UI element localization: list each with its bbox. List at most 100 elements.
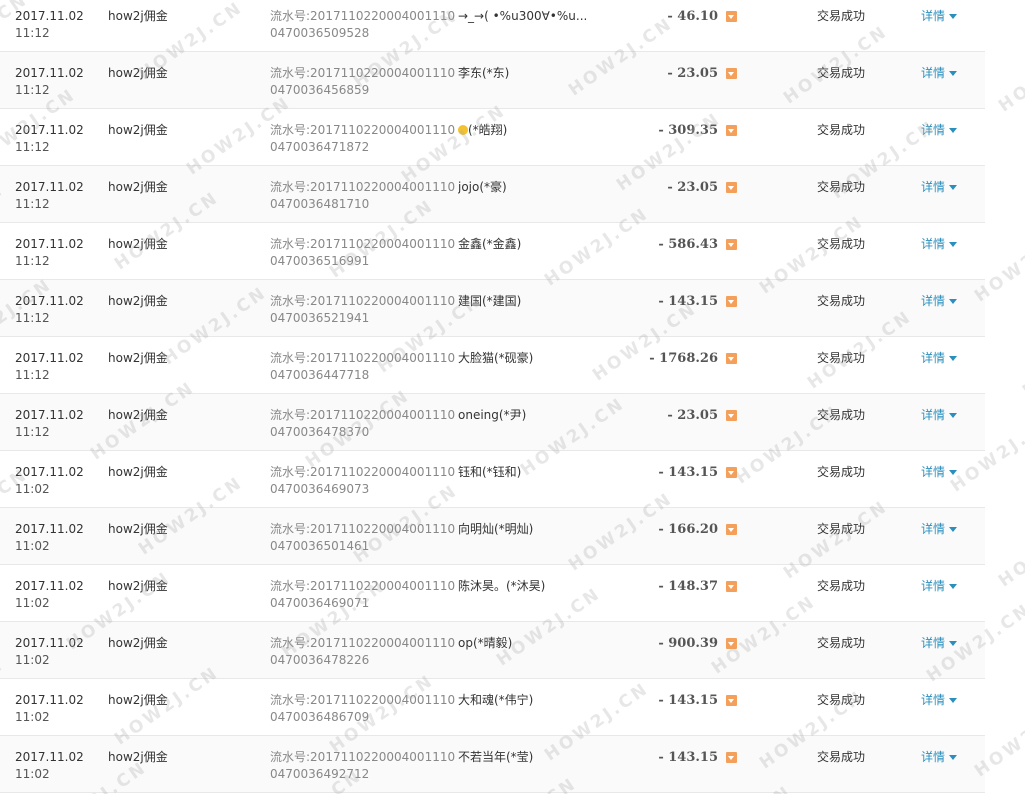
transaction-name: how2j佣金 <box>108 180 168 194</box>
transaction-serial: 流水号:2017110220004001110 0470036509528 <box>270 8 455 42</box>
serial-line-1: 流水号:2017110220004001110 <box>270 693 456 707</box>
detail-link[interactable]: 详情 <box>921 8 958 25</box>
transaction-name: how2j佣金 <box>108 66 168 80</box>
counterparty-name: 陈沐昊。(*沐昊) <box>458 579 546 593</box>
serial-line-2: 0470036478226 <box>270 653 370 667</box>
counterparty: oneing(*尹) <box>458 407 618 424</box>
detail-label: 详情 <box>921 522 946 536</box>
transaction-serial: 流水号:2017110220004001110 0470036486709 <box>270 692 455 726</box>
transaction-name: how2j佣金 <box>108 693 168 707</box>
transaction-name: how2j佣金 <box>108 750 168 764</box>
expand-arrow-icon[interactable] <box>726 467 737 478</box>
transaction-date: 2017.11.02 <box>15 351 84 365</box>
transaction-time: 2017.11.02 11:02 <box>15 749 84 783</box>
expand-arrow-icon[interactable] <box>726 695 737 706</box>
serial-line-1: 流水号:2017110220004001110 <box>270 9 456 23</box>
detail-link[interactable]: 详情 <box>921 65 958 82</box>
expand-arrow-icon[interactable] <box>726 410 737 421</box>
transaction-clock: 11:02 <box>15 596 50 610</box>
transaction-time: 2017.11.02 11:02 <box>15 578 84 612</box>
expand-arrow-icon[interactable] <box>726 524 737 535</box>
expand-arrow-icon[interactable] <box>726 11 737 22</box>
transaction-status: 交易成功 <box>817 351 866 365</box>
transaction-date: 2017.11.02 <box>15 408 84 422</box>
caret-down-icon <box>949 470 958 475</box>
caret-down-icon <box>949 242 958 247</box>
transaction-amount: - 148.37 <box>658 579 718 594</box>
counterparty-name: 大和魂(*伟宁) <box>458 693 534 707</box>
serial-line-1: 流水号:2017110220004001110 <box>270 522 456 536</box>
serial-line-2: 0470036447718 <box>270 368 370 382</box>
detail-link[interactable]: 详情 <box>921 179 958 196</box>
transaction-serial: 流水号:2017110220004001110 0470036478226 <box>270 635 455 669</box>
expand-arrow-icon[interactable] <box>726 125 737 136</box>
expand-arrow-icon[interactable] <box>726 353 737 364</box>
caret-down-icon <box>949 698 958 703</box>
transaction-serial: 流水号:2017110220004001110 0470036516991 <box>270 236 455 270</box>
expand-arrow-icon[interactable] <box>726 638 737 649</box>
detail-label: 详情 <box>921 123 946 137</box>
table-row: 2017.11.02 11:12 how2j佣金 流水号:20171102200040… <box>0 109 985 166</box>
counterparty-name: 不若当年(*莹) <box>458 750 534 764</box>
transaction-date: 2017.11.02 <box>15 522 84 536</box>
transaction-amount: - 1768.26 <box>649 351 718 366</box>
transaction-serial: 流水号:2017110220004001110 0470036492712 <box>270 749 455 783</box>
transaction-name: how2j佣金 <box>108 294 168 308</box>
transaction-amount: - 143.15 <box>658 465 718 480</box>
detail-label: 详情 <box>921 351 946 365</box>
transaction-clock: 11:02 <box>15 710 50 724</box>
transaction-time: 2017.11.02 11:12 <box>15 407 84 441</box>
detail-link[interactable]: 详情 <box>921 293 958 310</box>
transaction-status: 交易成功 <box>817 408 866 422</box>
detail-link[interactable]: 详情 <box>921 749 958 766</box>
table-row: 2017.11.02 11:12 how2j佣金 流水号:20171102200040… <box>0 394 985 451</box>
detail-link[interactable]: 详情 <box>921 635 958 652</box>
serial-line-1: 流水号:2017110220004001110 <box>270 237 456 251</box>
serial-line-2: 0470036486709 <box>270 710 370 724</box>
counterparty: 大和魂(*伟宁) <box>458 692 618 709</box>
counterparty: op(*晴毅) <box>458 635 618 652</box>
watermark-text: HOW2J.CN <box>995 504 1025 592</box>
transaction-date: 2017.11.02 <box>15 123 84 137</box>
transaction-status: 交易成功 <box>817 294 866 308</box>
table-row: 2017.11.02 11:12 how2j佣金 流水号:20171102200040… <box>0 52 985 109</box>
detail-link[interactable]: 详情 <box>921 521 958 538</box>
detail-link[interactable]: 详情 <box>921 122 958 139</box>
transaction-amount: - 23.05 <box>667 408 718 423</box>
transaction-clock: 11:02 <box>15 653 50 667</box>
caret-down-icon <box>949 71 958 76</box>
transaction-clock: 11:12 <box>15 197 50 211</box>
transaction-name: how2j佣金 <box>108 237 168 251</box>
detail-link[interactable]: 详情 <box>921 692 958 709</box>
transaction-status: 交易成功 <box>817 522 866 536</box>
serial-line-1: 流水号:2017110220004001110 <box>270 66 456 80</box>
transaction-status: 交易成功 <box>817 9 866 23</box>
expand-arrow-icon[interactable] <box>726 239 737 250</box>
serial-line-1: 流水号:2017110220004001110 <box>270 351 456 365</box>
counterparty: 不若当年(*莹) <box>458 749 618 766</box>
serial-line-2: 0470036481710 <box>270 197 370 211</box>
detail-link[interactable]: 详情 <box>921 407 958 424</box>
transaction-time: 2017.11.02 11:02 <box>15 692 84 726</box>
detail-link[interactable]: 详情 <box>921 236 958 253</box>
transaction-time: 2017.11.02 11:12 <box>15 293 84 327</box>
detail-label: 详情 <box>921 636 946 650</box>
detail-label: 详情 <box>921 294 946 308</box>
expand-arrow-icon[interactable] <box>726 68 737 79</box>
expand-arrow-icon[interactable] <box>726 182 737 193</box>
transaction-status: 交易成功 <box>817 180 866 194</box>
transaction-serial: 流水号:2017110220004001110 0470036447718 <box>270 350 455 384</box>
table-row: 2017.11.02 11:02 how2j佣金 流水号:20171102200040… <box>0 508 985 565</box>
detail-link[interactable]: 详情 <box>921 578 958 595</box>
expand-arrow-icon[interactable] <box>726 752 737 763</box>
transaction-time: 2017.11.02 11:02 <box>15 521 84 555</box>
counterparty-name: →_→( •%u300∀•%u... <box>458 9 588 23</box>
table-row: 2017.11.02 11:02 how2j佣金 流水号:20171102200040… <box>0 679 985 736</box>
detail-link[interactable]: 详情 <box>921 464 958 481</box>
detail-link[interactable]: 详情 <box>921 350 958 367</box>
expand-arrow-icon[interactable] <box>726 581 737 592</box>
transaction-date: 2017.11.02 <box>15 294 84 308</box>
counterparty: 金鑫(*金鑫) <box>458 236 618 253</box>
expand-arrow-icon[interactable] <box>726 296 737 307</box>
serial-line-1: 流水号:2017110220004001110 <box>270 579 456 593</box>
